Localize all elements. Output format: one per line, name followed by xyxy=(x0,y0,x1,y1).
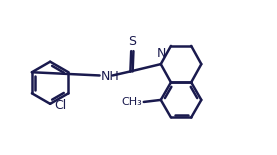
Text: Cl: Cl xyxy=(54,99,66,112)
Text: S: S xyxy=(129,35,136,48)
Text: NH: NH xyxy=(101,70,120,83)
Text: N: N xyxy=(157,47,166,60)
Text: CH₃: CH₃ xyxy=(122,97,143,107)
